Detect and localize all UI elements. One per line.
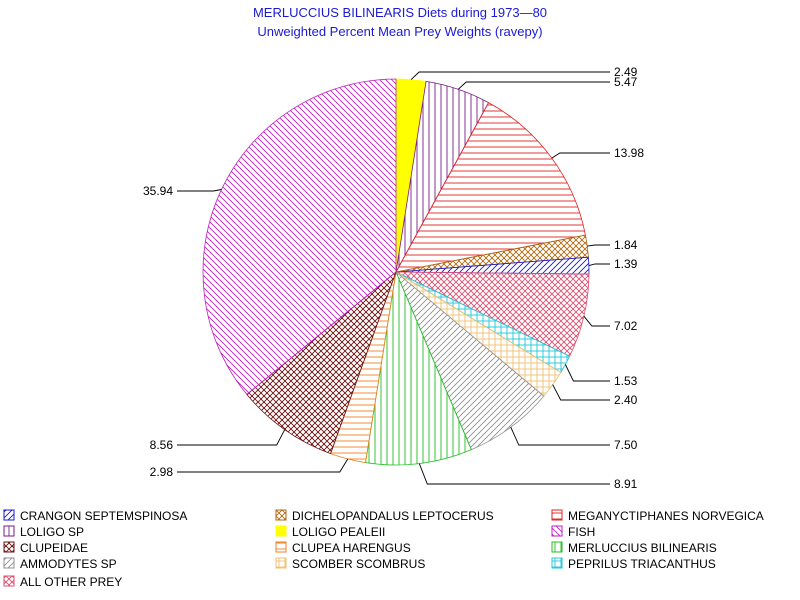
data-label-clupea-harengus: 2.98 (150, 465, 174, 479)
legend-item-ammodytes-sp: AMMODYTES SP (3, 557, 117, 571)
legend-swatch-loligo-pealeii (275, 525, 287, 537)
leader-line-loligo-sp (457, 81, 610, 90)
pie-slices (202, 78, 590, 466)
leader-line-ammodytes-sp (510, 427, 610, 446)
chart-subtitle: Unweighted Percent Mean Prey Weights (ra… (257, 24, 542, 39)
leader-line-clupeidae (177, 429, 286, 446)
legend-label-peprilus-triacanthus: PEPRILUS TRIACANTHUS (568, 557, 716, 571)
leader-line-merluccius-bilinearis (418, 463, 610, 485)
legend-item-scomber-scombrus: SCOMBER SCOMBRUS (275, 557, 425, 571)
legend-swatch-peprilus-triacanthus (551, 557, 563, 569)
legend-swatch-scomber-scombrus (275, 557, 287, 569)
legend-swatch-clupea-harengus (275, 541, 287, 553)
legend-item-loligo-pealeii: LOLIGO PEALEII (275, 525, 385, 539)
legend-item-fish: FISH (551, 525, 595, 539)
legend-swatch-merluccius-bilinearis (551, 541, 563, 553)
legend-label-crangon-septemspinosa: CRANGON SEPTEMSPINOSA (20, 509, 187, 523)
legend-item-all-other-prey: ALL OTHER PREY (3, 575, 122, 589)
data-label-loligo-pealeii: 2.49 (614, 65, 638, 79)
leader-line-clupea-harengus (177, 458, 349, 473)
data-label-scomber-scombrus: 2.40 (614, 393, 638, 407)
legend-swatch-loligo-sp (3, 525, 15, 537)
leader-line-dichelopandalus-leptocerus (587, 244, 610, 247)
data-label-peprilus-triacanthus: 1.53 (614, 374, 638, 388)
legend-label-meganyctiphanes-norvegica: MEGANYCTIPHANES NORVEGICA (568, 509, 764, 523)
legend-label-ammodytes-sp: AMMODYTES SP (20, 557, 117, 571)
leader-line-all-other-prey (583, 315, 610, 327)
legend-item-peprilus-triacanthus: PEPRILUS TRIACANTHUS (551, 557, 716, 571)
data-label-loligo-sp: 5.47 (614, 75, 638, 89)
legend-label-merluccius-bilinearis: MERLUCCIUS BILINEARIS (568, 541, 717, 555)
leader-line-scomber-scombrus (552, 384, 610, 401)
data-label-dichelopandalus-leptocerus: 1.84 (614, 238, 638, 252)
legend-swatch-dichelopandalus-leptocerus (275, 509, 287, 521)
legend-swatch-crangon-septemspinosa (3, 509, 15, 521)
legend-label-fish: FISH (568, 525, 595, 539)
data-label-crangon-septemspinosa: 1.39 (614, 257, 638, 271)
data-label-meganyctiphanes-norvegica: 13.98 (614, 146, 644, 160)
slice-labels: 2.495.47 13.98 1.84 1.39 7.02 1.53 2.40 7.50 8.9… (143, 65, 644, 491)
legend-swatch-ammodytes-sp (3, 557, 15, 569)
data-label-ammodytes-sp: 7.50 (614, 438, 638, 452)
legend-item-clupea-harengus: CLUPEA HARENGUS (275, 541, 411, 555)
leader-line-crangon-septemspinosa (588, 263, 610, 267)
slice-clupeidae (246, 270, 397, 455)
legend-label-clupea-harengus: CLUPEA HARENGUS (292, 541, 411, 555)
leader-line-loligo-pealeii (410, 71, 610, 80)
legend-label-clupeidae: CLUPEIDAE (20, 541, 88, 555)
slice-meganyctiphanes-norvegica (395, 102, 586, 273)
legend-item-merluccius-bilinearis: MERLUCCIUS BILINEARIS (551, 541, 717, 555)
legend-swatch-all-other-prey (3, 575, 15, 587)
legend-label-scomber-scombrus: SCOMBER SCOMBRUS (292, 557, 425, 571)
slice-fish (202, 78, 397, 395)
legend-label-all-other-prey: ALL OTHER PREY (20, 575, 122, 589)
legend-swatch-clupeidae (3, 541, 15, 553)
chart-title: MERLUCCIUS BILINEARIS Diets during 1973—… (253, 5, 547, 20)
legend-item-meganyctiphanes-norvegica: MEGANYCTIPHANES NORVEGICA (551, 509, 764, 523)
legend-item-crangon-septemspinosa: CRANGON SEPTEMSPINOSA (3, 509, 187, 523)
data-label-fish: 35.94 (143, 184, 173, 198)
data-label-merluccius-bilinearis: 8.91 (614, 477, 638, 491)
leader-line-peprilus-triacanthus (564, 364, 610, 382)
leader-line-meganyctiphanes-norvegica (551, 152, 610, 159)
legend-item-dichelopandalus-leptocerus: DICHELOPANDALUS LEPTOCERUS (275, 509, 494, 523)
legend-label-loligo-pealeii: LOLIGO PEALEII (292, 525, 385, 539)
legend-swatch-meganyctiphanes-norvegica (551, 509, 563, 521)
legend-item-clupeidae: CLUPEIDAE (3, 541, 88, 555)
data-label-all-other-prey: 7.02 (614, 319, 638, 333)
legend-swatch-fish (551, 525, 563, 537)
legend: CRANGON SEPTEMSPINOSA DICHELOPANDALUS LEP… (3, 509, 764, 589)
legend-label-loligo-sp: LOLIGO SP (20, 525, 84, 539)
leader-line-fish (177, 189, 222, 192)
data-label-clupeidae: 8.56 (150, 438, 174, 452)
legend-label-dichelopandalus-leptocerus: DICHELOPANDALUS LEPTOCERUS (292, 509, 494, 523)
legend-item-loligo-sp: LOLIGO SP (3, 525, 84, 539)
